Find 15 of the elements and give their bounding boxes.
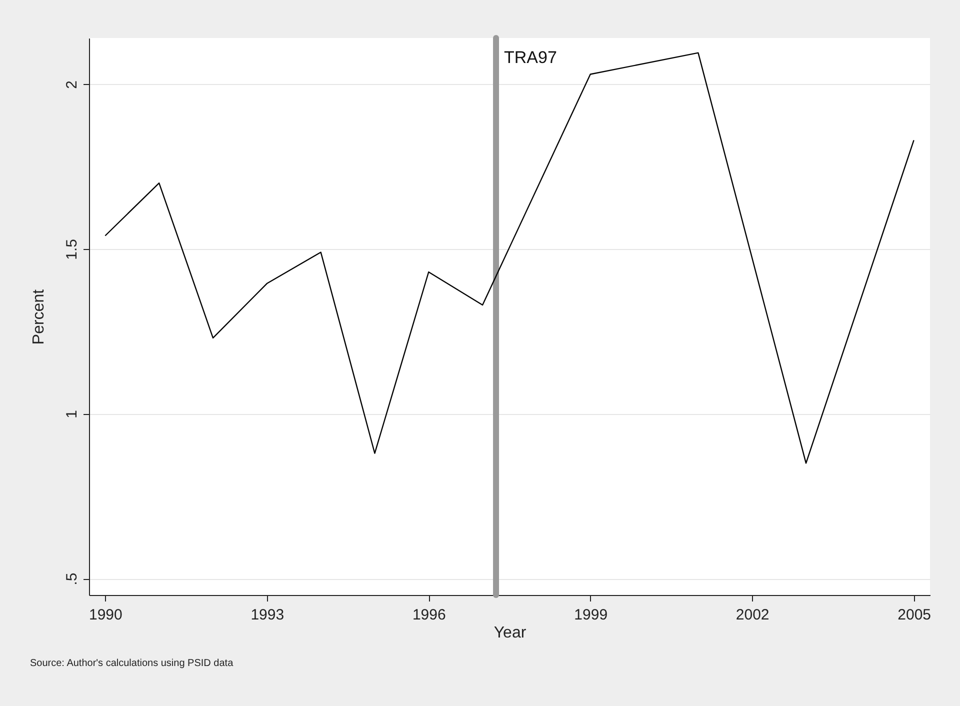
y-tick-label: 1 [64, 410, 80, 418]
source-note: Source: Author's calculations using PSID data [30, 658, 234, 669]
x-tick-label: 2005 [898, 606, 932, 624]
x-axis-title: Year [494, 624, 527, 642]
y-tick-label: 2 [64, 80, 80, 89]
x-tick-label: 1993 [250, 606, 284, 624]
y-tick-label: 1.5 [64, 239, 80, 260]
ref-line-label: TRA97 [504, 48, 557, 67]
x-tick-label: 1999 [574, 606, 608, 624]
line-series [104, 52, 914, 464]
y-axis-title: Percent [30, 288, 48, 345]
x-tick-label: 1990 [88, 606, 122, 624]
y-tick-label: .5 [64, 572, 80, 586]
x-tick-label: 2002 [736, 606, 770, 624]
x-tick-label: 1996 [412, 606, 446, 624]
